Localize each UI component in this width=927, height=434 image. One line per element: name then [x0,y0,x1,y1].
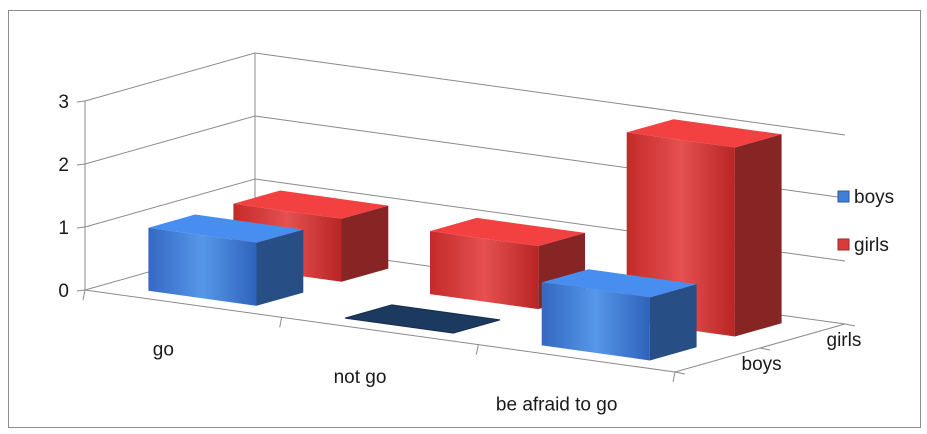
bar-face-top [148,214,304,243]
y-tick-mark-2 [76,163,86,166]
y-tick-label: 3 [58,92,69,113]
x-tick-mark [279,317,283,328]
bar-face-front [430,231,539,310]
bar-face-side [649,284,697,361]
legend-swatch [837,238,850,251]
bar-face-front [541,282,650,361]
x-tick-label: be afraid to go [496,394,617,415]
z-tick-mark [759,347,771,351]
bar-face-top [541,269,697,298]
y-tick-label: 2 [58,155,69,176]
bar-boys-be-afraid-to-go [541,269,697,361]
bar-boys-not-go [344,304,501,334]
bar-face-front [148,227,257,306]
legend: boys girls [837,187,894,256]
bar-face-top [233,190,389,219]
z-tick-mark [844,323,856,327]
y-tick-mark-1 [76,226,86,229]
bar-face-top [344,304,501,334]
x-axis-line [84,289,676,373]
z-tick-mark [674,371,686,375]
bars [148,119,782,361]
y-tick-mark-3 [76,100,86,103]
x-tick-label: not go [334,367,387,388]
bar-face-top [626,119,782,148]
bar-face-side [341,205,389,282]
bar-face-side [256,229,304,306]
x-tick-mark [672,371,676,383]
x-tick-mark [82,289,86,301]
bar-boys-go [148,214,304,306]
x-tick-mark [475,344,479,355]
y-tick-label: 0 [58,281,69,302]
bar-face-side [734,134,782,337]
legend-swatch [837,190,850,203]
y-tick-mark-0 [76,289,86,292]
axis-labels: 0 1 2 3 go not go be afraid to go boys girls [58,92,861,415]
legend-label: boys [854,187,894,208]
y-tick-label: 1 [58,218,69,239]
z-tick-label: girls [827,330,862,351]
legend-entry-boys: boys [837,187,894,208]
z-tick-label: boys [742,354,782,375]
gridline-3 [84,52,846,136]
x-tick-label: go [153,340,174,361]
bar-face-top [430,217,585,247]
legend-label: girls [854,235,889,256]
legend-entry-girls: girls [837,235,889,256]
